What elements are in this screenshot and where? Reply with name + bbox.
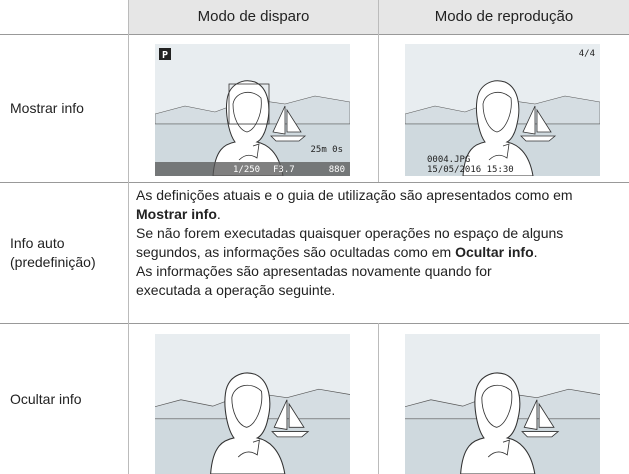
- osd-text: P: [162, 50, 168, 61]
- osd-text: 880: [329, 165, 345, 175]
- rule: [378, 323, 379, 474]
- osd-text: 0004.JPG: [427, 155, 470, 165]
- osd-text: 25m 0s: [310, 145, 343, 155]
- paragraph: Se não forem executadas quaisquer operaç…: [136, 224, 624, 262]
- shooting-screen-clean: [155, 334, 350, 474]
- rule: [0, 34, 629, 35]
- rule: [0, 182, 629, 183]
- osd-text: 1/250: [233, 165, 260, 175]
- paragraph: As informações são apresentadas novament…: [136, 262, 556, 300]
- playback-screen: 4/4 0004.JPG 15/05/2016 15:30: [405, 44, 600, 176]
- paragraph: As definições atuais e o guia de utiliza…: [136, 186, 624, 224]
- text: Se não forem executadas quaisquer operaç…: [136, 225, 564, 260]
- text: .: [533, 244, 538, 260]
- row-label: Info auto (predefinição): [10, 234, 96, 270]
- description: As definições atuais e o guia de utiliza…: [136, 186, 624, 300]
- rule: [128, 0, 129, 474]
- rule: [0, 323, 629, 324]
- osd-text: F3.7: [273, 165, 295, 175]
- header-cell: Modo de reprodução: [379, 0, 629, 34]
- osd-text: 15/05/2016 15:30: [427, 165, 514, 175]
- shooting-screen: P 25m 0s 1/250 F3.7 880: [155, 44, 350, 176]
- text: As definições atuais e o guia de utiliza…: [136, 187, 573, 203]
- row-label: Mostrar info: [10, 100, 84, 116]
- osd-text: 4/4: [579, 49, 595, 59]
- rule: [378, 0, 379, 182]
- text: As informações são apresentadas novament…: [136, 263, 492, 298]
- row-label: Ocultar info: [10, 390, 82, 407]
- text: .: [216, 206, 221, 222]
- header-cell: Modo de disparo: [129, 0, 378, 34]
- emphasis: Mostrar info: [136, 206, 217, 222]
- playback-screen-clean: [405, 334, 600, 474]
- emphasis: Ocultar info: [455, 244, 534, 260]
